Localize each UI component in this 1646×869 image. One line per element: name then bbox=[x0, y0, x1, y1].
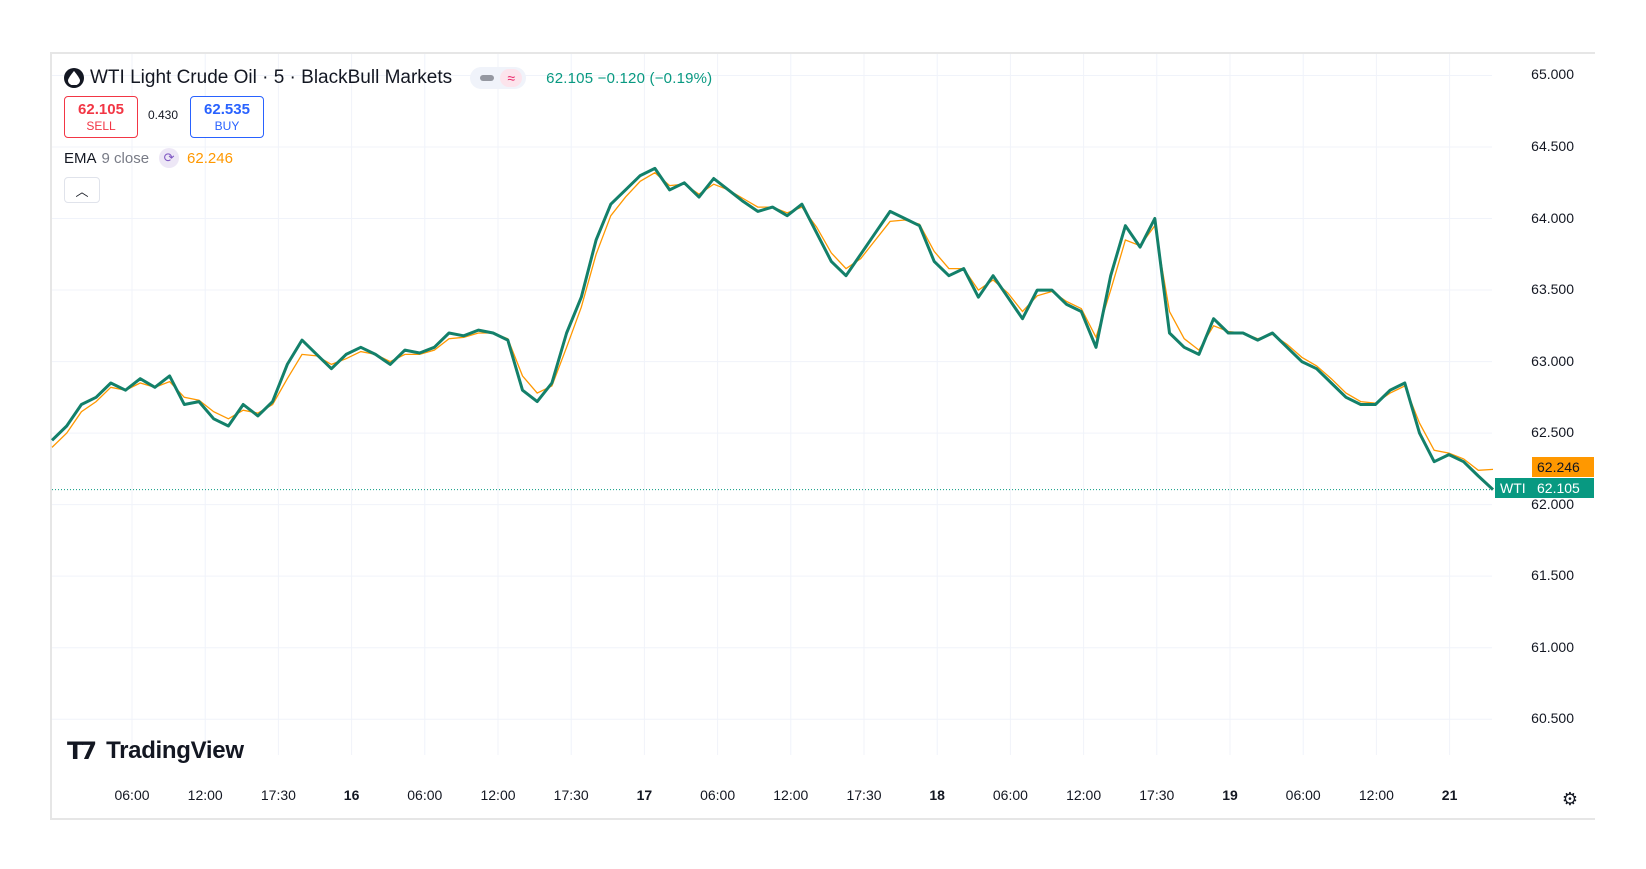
y-tick-label: 63.000 bbox=[1531, 352, 1574, 369]
x-tick-label: 16 bbox=[343, 787, 360, 803]
y-tick-label: 60.500 bbox=[1531, 710, 1574, 727]
y-tick-label: 63.500 bbox=[1531, 281, 1574, 298]
x-tick-label: 19 bbox=[1222, 787, 1238, 803]
indicator-params: 9 close bbox=[101, 149, 150, 167]
y-tick-label: 62.000 bbox=[1531, 495, 1574, 512]
y-tick-label: 62.500 bbox=[1531, 424, 1574, 441]
last-price: 62.105 bbox=[546, 69, 594, 87]
x-tick-label: 17:30 bbox=[1139, 787, 1175, 803]
ema-price-tag: 62.246 bbox=[1532, 457, 1594, 477]
chevron-up-icon: ︿ bbox=[75, 183, 89, 199]
indicator-value: 62.246 bbox=[187, 149, 233, 167]
x-tick-label: 18 bbox=[929, 787, 945, 803]
price-change-percent: (−0.19%) bbox=[649, 69, 713, 87]
symbol-title[interactable]: WTI Light Crude Oil · 5 · BlackBull Mark… bbox=[90, 67, 453, 88]
x-tick-label: 06:00 bbox=[114, 787, 150, 803]
sell-button[interactable]: 62.105 SELL bbox=[64, 96, 138, 138]
x-tick-label: 21 bbox=[1441, 787, 1458, 803]
oil-drop-icon bbox=[64, 68, 84, 88]
x-tick-label: 12:00 bbox=[1066, 787, 1102, 803]
x-tick-label: 12:00 bbox=[1358, 787, 1394, 803]
sell-label: SELL bbox=[86, 118, 116, 133]
waves-icon: ≈ bbox=[500, 69, 523, 87]
x-tick-label: 06:00 bbox=[1285, 787, 1321, 803]
logo-text: TradingView bbox=[106, 737, 244, 764]
x-tick-label: 17:30 bbox=[553, 787, 589, 803]
y-tick-label: 64.500 bbox=[1531, 137, 1574, 154]
y-tick-label: 64.000 bbox=[1531, 209, 1574, 226]
symbol-tag: WTI bbox=[1495, 478, 1532, 498]
minus-icon bbox=[480, 75, 495, 81]
price-change-readout: 62.105 −0.120 (−0.19%) bbox=[546, 70, 712, 87]
x-tick-label: 17:30 bbox=[260, 787, 296, 803]
tv-logo-icon: T7 bbox=[67, 737, 97, 765]
sell-price: 62.105 bbox=[78, 100, 124, 118]
collapse-legend-button[interactable]: ︿ bbox=[64, 177, 100, 203]
tradingview-logo[interactable]: T7 TradingView bbox=[67, 737, 244, 765]
y-tick-label: 61.500 bbox=[1531, 567, 1574, 584]
y-tick-label: 61.000 bbox=[1531, 638, 1574, 655]
x-tick-label: 12:00 bbox=[480, 787, 516, 803]
status-badge[interactable]: ≈ bbox=[470, 67, 527, 89]
x-tick-label: 17 bbox=[636, 787, 653, 803]
x-tick-label: 06:00 bbox=[407, 787, 443, 803]
x-tick-label: 06:00 bbox=[700, 787, 736, 803]
price-line bbox=[50, 166, 1495, 491]
last-price-tag: 62.105 bbox=[1532, 478, 1594, 498]
buy-price: 62.535 bbox=[204, 100, 250, 118]
symbol-legend[interactable]: WTI Light Crude Oil · 5 · BlackBull Mark… bbox=[64, 66, 712, 90]
price-change: −0.120 bbox=[597, 69, 646, 87]
buy-label: BUY bbox=[214, 118, 240, 133]
refresh-icon[interactable]: ⟳ bbox=[159, 148, 180, 168]
indicator-legend[interactable]: EMA 9 close ⟳ 62.246 bbox=[64, 148, 233, 168]
buy-button[interactable]: 62.535 BUY bbox=[190, 96, 264, 138]
indicator-name: EMA bbox=[64, 149, 97, 167]
x-tick-label: 12:00 bbox=[773, 787, 809, 803]
x-tick-label: 12:00 bbox=[187, 787, 223, 803]
x-tick-label: 17:30 bbox=[846, 787, 882, 803]
settings-gear-icon[interactable]: ⚙ bbox=[1561, 788, 1579, 809]
x-tick-label: 06:00 bbox=[992, 787, 1028, 803]
ema-line bbox=[51, 171, 1494, 471]
chart-frame bbox=[50, 52, 1595, 820]
spread-value: 0.430 bbox=[148, 108, 179, 122]
y-tick-label: 65.000 bbox=[1531, 66, 1574, 83]
